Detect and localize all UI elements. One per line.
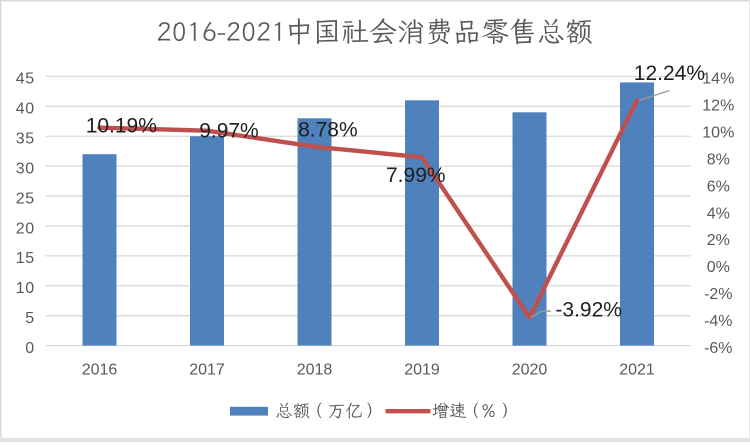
svg-text:35: 35 xyxy=(16,131,35,148)
svg-text:10.19%: 10.19% xyxy=(86,115,157,138)
svg-text:6%: 6% xyxy=(707,178,730,195)
svg-text:2019: 2019 xyxy=(404,362,440,379)
svg-text:10: 10 xyxy=(16,280,35,297)
svg-text:7.99%: 7.99% xyxy=(386,164,446,187)
svg-text:-3.92%: -3.92% xyxy=(555,298,622,321)
svg-text:8.78%: 8.78% xyxy=(298,119,358,142)
svg-text:12.24%: 12.24% xyxy=(634,62,705,85)
svg-text:10%: 10% xyxy=(702,125,734,142)
svg-text:9.97%: 9.97% xyxy=(199,120,259,143)
svg-text:-4%: -4% xyxy=(704,313,732,330)
svg-text:0: 0 xyxy=(25,340,34,357)
svg-text:15: 15 xyxy=(16,250,35,267)
svg-text:8%: 8% xyxy=(707,151,730,168)
svg-text:25: 25 xyxy=(16,190,35,207)
svg-text:20: 20 xyxy=(16,220,35,237)
svg-text:2%: 2% xyxy=(707,232,730,249)
svg-text:2020: 2020 xyxy=(512,362,548,379)
svg-text:5: 5 xyxy=(25,310,34,327)
svg-text:2021: 2021 xyxy=(619,362,655,379)
svg-text:-2%: -2% xyxy=(704,286,732,303)
svg-text:4%: 4% xyxy=(707,205,730,222)
svg-text:30: 30 xyxy=(16,160,35,177)
svg-text:40: 40 xyxy=(16,101,35,118)
svg-text:0%: 0% xyxy=(707,259,730,276)
svg-text:12%: 12% xyxy=(702,98,734,115)
svg-text:-6%: -6% xyxy=(704,340,732,357)
svg-text:2018: 2018 xyxy=(297,362,333,379)
svg-text:2016: 2016 xyxy=(82,362,118,379)
svg-text:2017: 2017 xyxy=(189,362,225,379)
svg-text:14%: 14% xyxy=(702,71,734,88)
svg-text:45: 45 xyxy=(16,71,35,88)
